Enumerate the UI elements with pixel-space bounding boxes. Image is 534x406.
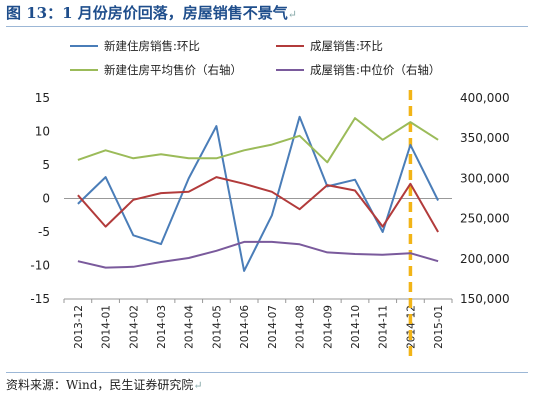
- figure-title: 图 13：1 月份房价回落，房屋销售不景气↵: [6, 2, 528, 26]
- x-tick-label: 2014-10: [350, 305, 362, 349]
- y-left-tick-label: -10: [30, 259, 50, 273]
- figure-title-text: 图 13：1 月份房价回落，房屋销售不景气: [6, 4, 288, 22]
- x-tick-label: 2014-06: [239, 305, 251, 349]
- x-tick-label: 2014-04: [184, 305, 196, 349]
- series-line-4: [77, 240, 439, 269]
- y-left-tick-label: 0: [42, 192, 50, 206]
- y-right-tick-label: 300,000: [460, 171, 510, 185]
- x-tick-label: 2014-07: [267, 305, 279, 349]
- source-note: 资料来源：Wind，民生证券研究院↵: [6, 374, 528, 398]
- legend-label: 新建住房销售:环比: [104, 39, 200, 53]
- x-tick-label: 2014-02: [128, 305, 140, 349]
- y-right-tick-label: 200,000: [460, 252, 510, 266]
- paragraph-mark-icon: ↵: [193, 379, 203, 392]
- y-right-tick-label: 150,000: [460, 292, 510, 306]
- legend-label: 成屋销售:环比: [310, 39, 383, 53]
- paragraph-mark-icon: ↵: [287, 8, 297, 21]
- y-left-tick-label: 5: [42, 158, 50, 172]
- x-tick-label: 2014-05: [211, 305, 223, 349]
- x-tick-label: 2015-01: [433, 305, 445, 349]
- source-divider: [6, 372, 528, 373]
- y-right-tick-label: 400,000: [460, 91, 510, 105]
- x-tick-label: 2014-01: [101, 305, 113, 349]
- y-right-tick-label: 350,000: [460, 131, 510, 145]
- title-divider: [6, 26, 528, 27]
- y-right-tick-label: 250,000: [460, 212, 510, 226]
- series-line-3: [77, 117, 439, 164]
- x-tick-label: 2014-11: [378, 305, 390, 349]
- series-line-1: [77, 115, 439, 272]
- legend-label: 新建住房平均售价（右轴）: [104, 63, 242, 77]
- chart-series: [77, 115, 439, 272]
- x-tick-label: 2013-12: [73, 305, 85, 349]
- chart-axes: -15 -10 -5 0 5 10 15 150,000 200,000 250,000 300,0…: [30, 91, 509, 349]
- y-left-tick-label: 10: [35, 125, 50, 139]
- series-line-2: [77, 176, 439, 233]
- source-text: 资料来源：Wind，民生证券研究院: [6, 378, 194, 392]
- legend-label: 成屋销售:中位价（右轴）: [310, 63, 440, 77]
- y-left-tick-label: -15: [30, 292, 50, 306]
- x-tick-label: 2014-09: [322, 305, 334, 349]
- y-left-tick-label: -5: [38, 225, 50, 239]
- x-tick-label: 2014-03: [156, 305, 168, 349]
- x-tick-label: 2014-08: [295, 305, 307, 349]
- y-left-tick-label: 15: [35, 91, 50, 105]
- x-tick-label: 2014-12: [405, 305, 417, 349]
